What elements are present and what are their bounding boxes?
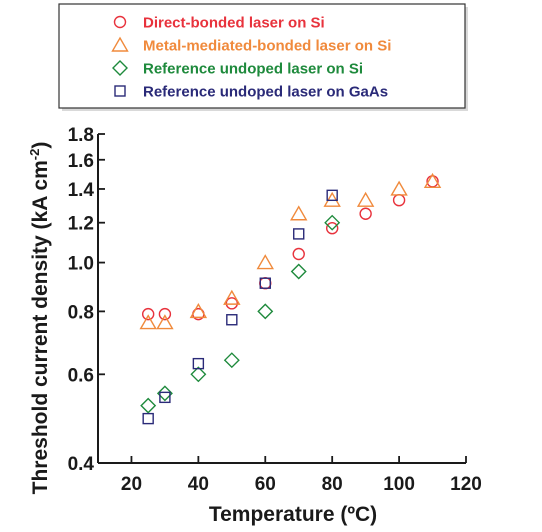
legend-marker-triangle bbox=[111, 36, 129, 52]
data-point-circle bbox=[359, 207, 372, 220]
data-point-diamond bbox=[290, 263, 307, 280]
data-point-square bbox=[226, 314, 238, 326]
data-point-triangle bbox=[223, 289, 241, 305]
data-point-diamond bbox=[156, 385, 173, 402]
x-axis-title: Temperature (ºC) bbox=[209, 503, 377, 526]
y-axis-title-close: ) bbox=[29, 142, 52, 149]
legend-label: Reference undoped laser on Si bbox=[143, 61, 363, 78]
data-point-diamond bbox=[140, 397, 157, 414]
data-point-triangle bbox=[390, 180, 408, 196]
data-point-triangle bbox=[139, 314, 157, 330]
x-tick-label: 120 bbox=[450, 474, 482, 495]
legend-label: Direct-bonded laser on Si bbox=[143, 15, 325, 32]
legend-label: Reference undoped laser on GaAs bbox=[143, 84, 388, 101]
y-tick-label: 1.4 bbox=[68, 180, 95, 201]
x-tick-label: 100 bbox=[383, 474, 415, 495]
y-tick-label: 1.8 bbox=[68, 125, 94, 146]
data-point-circle bbox=[325, 222, 339, 235]
data-point-circle bbox=[392, 193, 406, 207]
legend-box bbox=[58, 3, 466, 109]
data-point-triangle bbox=[356, 191, 375, 207]
data-point-triangle bbox=[290, 205, 308, 221]
y-axis-title-main: Threshold current density (kA cm bbox=[29, 160, 52, 494]
x-tick-label: 20 bbox=[121, 474, 142, 495]
data-point-diamond bbox=[324, 214, 341, 231]
data-point-triangle bbox=[423, 172, 442, 188]
data-point-square bbox=[142, 412, 154, 425]
y-tick-label: 1.6 bbox=[68, 151, 94, 172]
data-point-circle bbox=[292, 247, 305, 261]
data-point-diamond bbox=[257, 303, 274, 320]
legend: Direct-bonded laser on Si Metal-mediated-… bbox=[58, 3, 468, 111]
data-point-triangle bbox=[256, 254, 274, 270]
x-tick-label: 80 bbox=[322, 474, 343, 495]
data-point-square bbox=[326, 189, 338, 202]
y-axis-ticks: 0.4 0.6 0.8 1.0 1.2 1.4 1.6 1.8 bbox=[68, 125, 105, 475]
data-point-square bbox=[159, 391, 171, 404]
data-point-circle bbox=[141, 307, 155, 321]
legend-label: Metal-mediated-bonded laser on Si bbox=[143, 38, 391, 55]
data-point-circle bbox=[259, 277, 272, 290]
data-point-square bbox=[192, 357, 205, 370]
x-axis-ticks: 20 40 60 80 100 120 bbox=[121, 456, 482, 495]
y-axis-title-superscript: -2 bbox=[27, 149, 42, 161]
legend-marker-circle bbox=[113, 15, 127, 29]
data-point-square bbox=[259, 277, 271, 289]
data-point-diamond bbox=[223, 352, 240, 369]
data-point-triangle bbox=[156, 314, 174, 330]
data-points bbox=[139, 172, 442, 425]
data-point-square bbox=[293, 228, 305, 240]
y-tick-label: 1.2 bbox=[68, 214, 94, 235]
legend-marker-square bbox=[114, 85, 126, 97]
data-point-circle bbox=[158, 307, 172, 321]
legend-marker-diamond bbox=[112, 60, 128, 76]
data-point-diamond bbox=[190, 366, 207, 383]
y-axis-title: Threshold current density (kA cm-2) bbox=[27, 142, 52, 495]
data-point-triangle bbox=[189, 302, 208, 319]
y-tick-label: 0.6 bbox=[68, 365, 94, 386]
x-tick-label: 40 bbox=[188, 474, 209, 495]
data-point-circle bbox=[225, 297, 239, 310]
y-tick-label: 1.0 bbox=[68, 254, 94, 275]
y-tick-label: 0.4 bbox=[68, 454, 95, 475]
y-tick-label: 0.8 bbox=[68, 302, 94, 323]
x-tick-label: 60 bbox=[255, 474, 276, 495]
